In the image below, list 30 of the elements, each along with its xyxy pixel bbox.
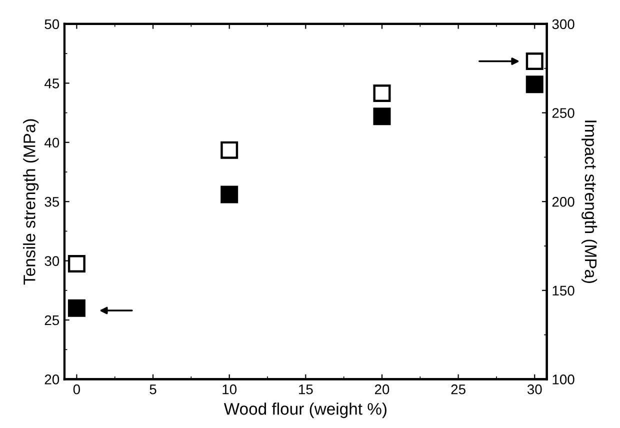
x-tick-label: 5 (150, 384, 156, 394)
point (68, 299, 86, 317)
y-tick-label: 30 (44, 256, 60, 266)
x-axis-title: Wood flour (weight %) (224, 402, 386, 418)
y-tick-label: 25 (44, 315, 60, 326)
y2-tick-label: 150 (552, 286, 574, 296)
y-tick-label: 50 (44, 19, 60, 30)
y2-tick-label: 100 (552, 374, 574, 384)
y2-tick-label: 200 (552, 196, 574, 207)
x-tick-label: 25 (451, 384, 466, 394)
point (373, 108, 391, 126)
y-tick-label: 35 (44, 196, 60, 207)
point (68, 255, 86, 273)
point (526, 52, 544, 70)
x-tick-label: 30 (527, 384, 542, 394)
point (373, 84, 391, 102)
point (220, 186, 238, 204)
x-tick-label: 10 (222, 384, 237, 394)
y-tick-label: 20 (44, 374, 60, 384)
point (526, 76, 544, 94)
y-axis-title: Tensile strength (MPa) (23, 119, 39, 285)
y2-axis-title: Impact strength (MPa) (582, 120, 598, 283)
y-tick-label: 45 (44, 78, 60, 88)
x-tick-label: 20 (374, 384, 390, 394)
y-tick-label: 40 (44, 138, 60, 148)
x-tick-label: 0 (73, 384, 80, 394)
y2-tick-label: 300 (552, 19, 574, 30)
point (220, 141, 238, 159)
x-tick-label: 15 (298, 384, 313, 394)
y2-tick-label: 250 (552, 108, 574, 118)
